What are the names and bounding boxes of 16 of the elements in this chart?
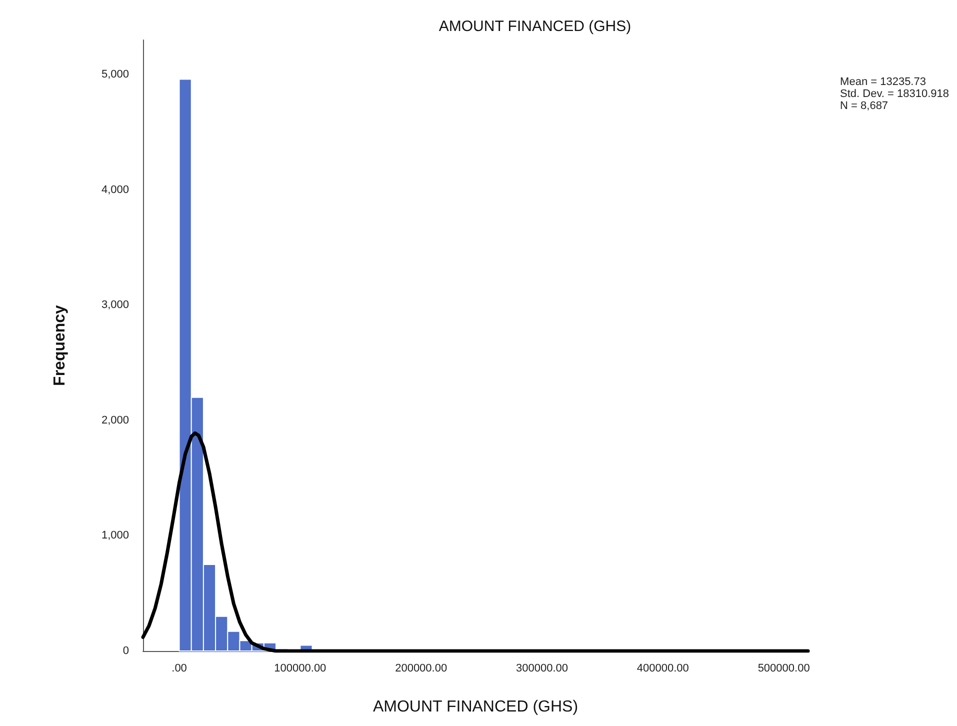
y-tick-label: 0 bbox=[122, 645, 129, 657]
x-tick-label: 200000.00 bbox=[395, 662, 448, 674]
chart-title: AMOUNT FINANCED (GHS) bbox=[438, 18, 632, 35]
y-tick-label: 2,000 bbox=[101, 414, 129, 426]
text: Mean = 13235.73 Std. Dev. = 18310.918 N = 8,687 bbox=[840, 76, 950, 112]
y-tick-label: 5,000 bbox=[101, 68, 129, 81]
y-tick-label: 4,000 bbox=[101, 184, 129, 196]
x-tick-label: 500000.00 bbox=[758, 662, 810, 674]
x-tick-label: 400000.00 bbox=[636, 662, 689, 674]
y-tick-label: 1,000 bbox=[101, 530, 129, 542]
y-axis-title: Frequency bbox=[52, 304, 68, 386]
x-axis-title: AMOUNT FINANCED (GHS) bbox=[372, 698, 578, 716]
x-tick-label: .00 bbox=[172, 662, 187, 674]
y-tick-label: 3,000 bbox=[101, 299, 129, 312]
x-tick-label: 300000.00 bbox=[516, 662, 568, 674]
x-tick-label: 100000.00 bbox=[274, 662, 326, 674]
